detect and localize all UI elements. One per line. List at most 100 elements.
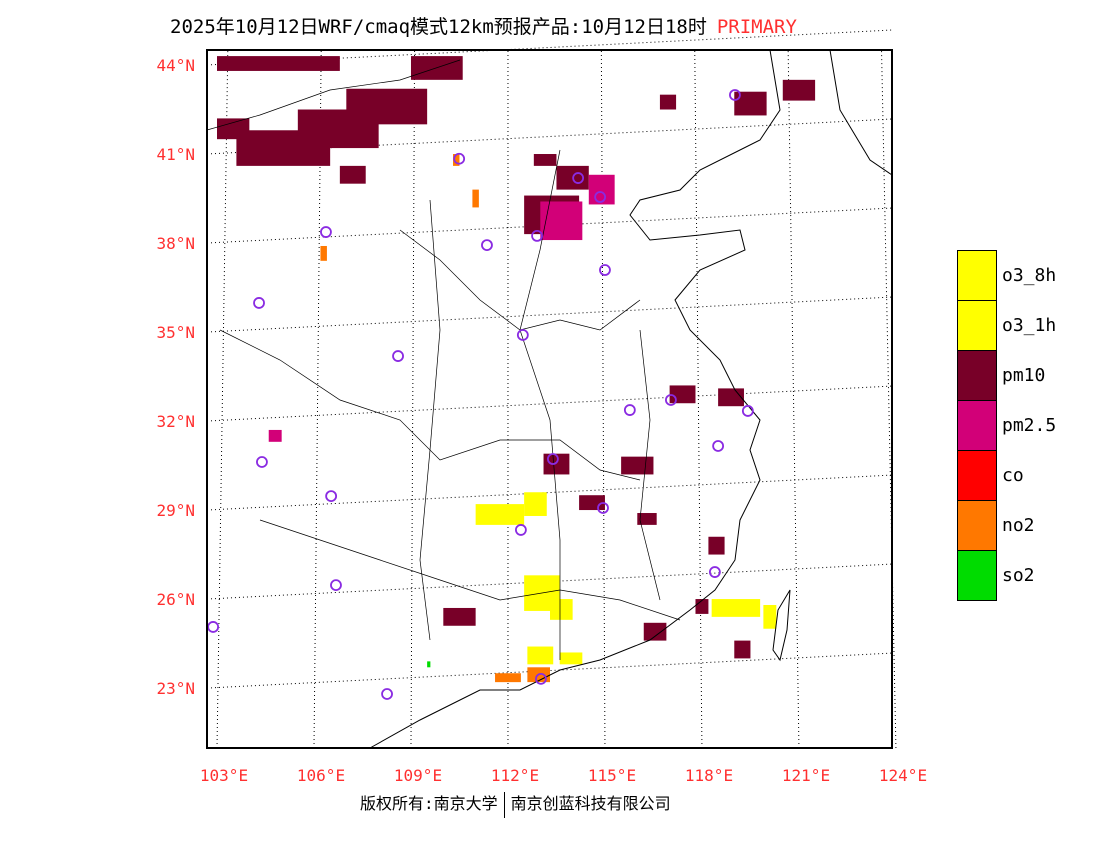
patch-pm10 — [443, 607, 476, 626]
station-marker — [253, 297, 265, 309]
taiwan-outline — [772, 589, 791, 662]
lat-label: 41°N — [156, 145, 195, 164]
legend-swatch-pm25 — [957, 400, 997, 451]
station-marker — [481, 239, 493, 251]
legend-label: no2 — [1002, 515, 1035, 536]
station-marker — [741, 405, 754, 417]
patch-pm10 — [659, 94, 677, 110]
station-marker — [708, 566, 721, 578]
monitoring-stations — [207, 89, 754, 700]
patch-pm10 — [669, 385, 696, 404]
legend-label: pm2.5 — [1002, 415, 1057, 436]
station-marker — [594, 191, 607, 203]
patch-pm25 — [540, 201, 583, 241]
legend-swatch-o3-1h — [957, 300, 997, 351]
patch-pm10 — [346, 88, 428, 125]
pollutant-patches — [217, 56, 816, 683]
meridian-line — [216, 49, 229, 749]
station-marker — [599, 264, 611, 276]
patch-pm10 — [734, 640, 751, 659]
station-marker — [207, 621, 220, 633]
patch-pm10 — [217, 56, 340, 71]
lon-label: 121°E — [781, 766, 831, 785]
station-marker — [256, 456, 268, 468]
patch-o3_8h — [475, 504, 525, 525]
meridian-line — [410, 49, 416, 749]
station-marker — [453, 152, 466, 165]
parallel-line — [206, 474, 893, 511]
lon-label: 118°E — [684, 766, 734, 785]
station-marker — [531, 229, 543, 242]
patch-pm25 — [268, 429, 282, 442]
patch-pm10 — [339, 165, 366, 184]
lat-label: 44°N — [156, 56, 195, 75]
station-marker — [623, 404, 636, 416]
patch-o3_8h — [527, 646, 554, 665]
station-marker — [729, 89, 741, 101]
coastline — [369, 49, 893, 749]
station-marker — [712, 440, 725, 452]
parallel-line — [206, 296, 893, 333]
legend-label: pm10 — [1002, 365, 1046, 386]
lat-label: 23°N — [156, 679, 195, 698]
legend-label: o3_1h — [1002, 315, 1057, 336]
lon-label: 103°E — [199, 766, 249, 785]
lat-label: 38°N — [156, 234, 195, 253]
patch-o3_8h — [524, 492, 547, 516]
station-marker — [515, 524, 527, 536]
lat-label: 32°N — [156, 412, 195, 431]
station-marker — [547, 453, 559, 465]
lat-label: 26°N — [156, 590, 195, 609]
patch-pm10 — [718, 388, 744, 407]
copyright-company: 南京创蓝科技有限公司 — [510, 794, 671, 813]
graticule — [206, 29, 897, 749]
patch-pm10 — [643, 622, 667, 641]
map-frame — [206, 49, 893, 749]
patch-no2 — [495, 673, 521, 683]
meridian-line — [313, 49, 322, 749]
lon-label: 124°E — [878, 766, 928, 785]
meridian-line — [787, 49, 800, 749]
patch-o3_8h — [559, 652, 583, 665]
title-tag: PRIMARY — [716, 16, 797, 38]
legend-swatch-so2 — [957, 550, 997, 601]
patch-no2 — [472, 189, 479, 208]
station-marker — [320, 226, 332, 238]
patch-pm10 — [543, 453, 570, 475]
lon-label: 109°E — [393, 766, 443, 785]
patch-pm10 — [621, 456, 654, 475]
patch-pm10 — [695, 599, 709, 614]
lon-label: 112°E — [490, 766, 540, 785]
station-marker — [392, 350, 404, 362]
meridian-line — [600, 49, 606, 749]
parallel-line — [206, 385, 893, 422]
patch-no2 — [320, 245, 327, 261]
patch-o3_8h — [711, 599, 761, 617]
lat-label: 35°N — [156, 323, 195, 342]
patch-pm10 — [637, 513, 657, 525]
patch-pm10 — [734, 91, 767, 116]
station-marker — [381, 688, 393, 700]
patch-so2 — [427, 661, 431, 668]
province-borders — [206, 59, 681, 660]
station-marker — [325, 490, 338, 503]
station-marker — [572, 172, 585, 184]
title-text: 2025年10月12日WRF/cmaq模式12km预报产品:10月12日18时 — [170, 16, 707, 38]
patch-pm10 — [708, 536, 725, 555]
lat-label: 29°N — [156, 501, 195, 520]
legend-swatch-co — [957, 450, 997, 501]
meridian-line — [881, 49, 897, 749]
patch-o3_8h — [549, 599, 573, 620]
patch-o3_8h — [763, 604, 777, 629]
station-marker — [330, 579, 342, 592]
patch-pm25 — [588, 174, 615, 205]
patch-pm10 — [533, 154, 557, 166]
legend-label: o3_8h — [1002, 265, 1057, 286]
lon-label: 115°E — [587, 766, 637, 785]
lon-label: 106°E — [296, 766, 346, 785]
patch-pm10 — [782, 79, 816, 101]
meridian-line — [694, 49, 703, 749]
legend-swatch-no2 — [957, 500, 997, 551]
patch-no2 — [453, 154, 460, 166]
